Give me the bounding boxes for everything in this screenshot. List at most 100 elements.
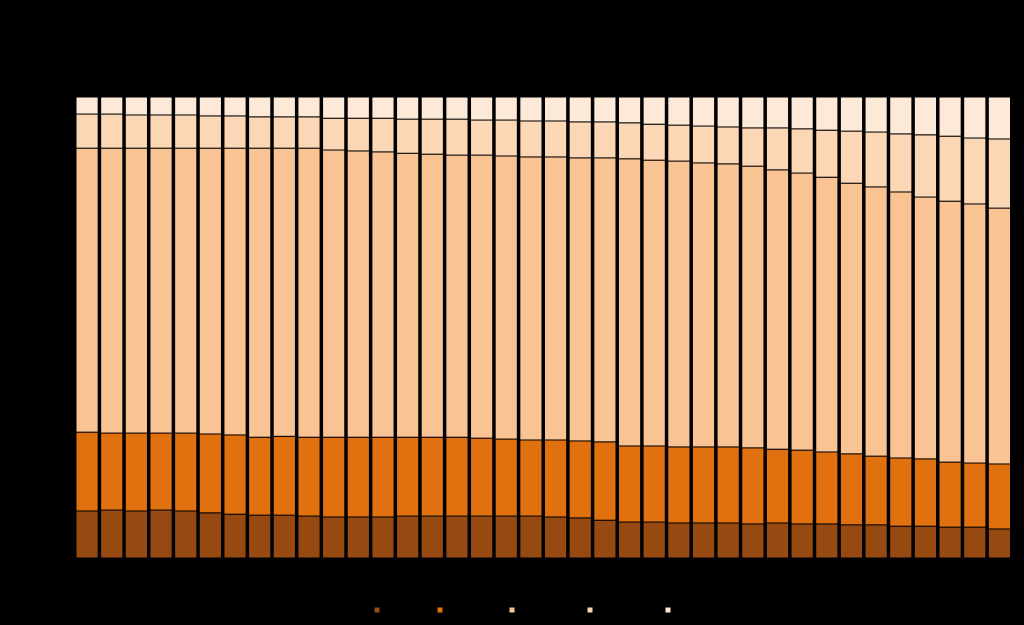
bar-segment bbox=[593, 441, 617, 521]
bar-segment bbox=[346, 117, 370, 152]
bar-segment bbox=[839, 182, 864, 455]
bar-segment bbox=[716, 163, 740, 448]
bar-segment bbox=[765, 522, 790, 559]
bar-segment bbox=[149, 96, 173, 116]
bar-segment bbox=[913, 525, 938, 559]
bar-segment bbox=[100, 113, 124, 149]
bar-segment bbox=[174, 114, 198, 149]
bar-segment bbox=[272, 435, 296, 516]
bar-segment bbox=[593, 121, 617, 159]
bar-segment bbox=[396, 515, 420, 559]
bar-segment bbox=[75, 113, 99, 149]
bar-segment bbox=[790, 172, 814, 451]
legend-marker bbox=[374, 607, 380, 613]
bar-segment bbox=[963, 96, 987, 139]
bar-segment bbox=[741, 96, 765, 129]
bar-segment bbox=[223, 115, 247, 149]
bar-segment bbox=[938, 200, 962, 463]
bar-segment bbox=[864, 131, 888, 188]
bar-segment bbox=[445, 154, 469, 438]
bar-segment bbox=[322, 516, 346, 559]
bar-segment bbox=[198, 115, 222, 149]
bar-segment bbox=[593, 519, 617, 559]
bar-segment bbox=[617, 521, 642, 559]
bar-segment bbox=[297, 436, 321, 517]
bar-segment bbox=[396, 96, 420, 120]
bar-segment bbox=[544, 96, 568, 122]
bar-segment bbox=[124, 432, 148, 512]
bar-segment bbox=[889, 457, 913, 527]
bar-segment bbox=[75, 96, 99, 115]
bar-segment bbox=[445, 118, 469, 156]
bar-segment bbox=[987, 96, 1011, 140]
bar-segment bbox=[371, 436, 395, 518]
bar-segment bbox=[149, 114, 173, 149]
bar-segment bbox=[839, 524, 864, 559]
bar-segment bbox=[987, 463, 1011, 530]
bar-segment bbox=[790, 96, 814, 130]
bar-segment bbox=[667, 160, 691, 448]
bar-segment bbox=[544, 156, 568, 441]
bar-segment bbox=[642, 159, 666, 447]
bar-segment bbox=[519, 96, 543, 122]
bar-segment bbox=[198, 96, 222, 117]
bar-segment bbox=[420, 515, 444, 559]
bar-segment bbox=[420, 96, 444, 120]
bar-segment bbox=[765, 169, 790, 450]
bar-segment bbox=[938, 461, 962, 528]
bar-segment bbox=[913, 196, 938, 460]
bar-segment bbox=[100, 96, 124, 115]
bar-segment bbox=[716, 522, 740, 559]
bar-segment bbox=[297, 147, 321, 438]
bar-segment bbox=[519, 515, 543, 559]
bar-segment bbox=[297, 116, 321, 149]
bar-segment bbox=[667, 522, 691, 559]
bar-segment bbox=[741, 165, 765, 449]
bar-segment bbox=[765, 448, 790, 524]
bar-segment bbox=[963, 526, 987, 559]
bar-segment bbox=[420, 436, 444, 517]
bar-segment bbox=[198, 433, 222, 514]
bar-segment bbox=[445, 436, 469, 517]
bar-segment bbox=[223, 96, 247, 117]
bar-segment bbox=[667, 124, 691, 162]
bar-segment bbox=[322, 96, 346, 119]
bar-segment bbox=[272, 147, 296, 437]
bar-segment bbox=[938, 135, 962, 202]
bar-segment bbox=[544, 439, 568, 518]
bar-segment bbox=[765, 127, 790, 171]
legend-marker bbox=[437, 607, 443, 613]
bar-segment bbox=[568, 517, 592, 559]
bar-segment bbox=[593, 96, 617, 123]
bar-segment bbox=[593, 157, 617, 443]
bar-segment bbox=[667, 446, 691, 524]
bar-segment bbox=[568, 157, 592, 442]
bar-segment bbox=[642, 445, 666, 523]
bar-segment bbox=[494, 155, 518, 440]
bar-segment bbox=[839, 130, 864, 184]
bar-segment bbox=[346, 436, 370, 518]
bar-segment bbox=[149, 509, 173, 559]
bar-segment bbox=[297, 96, 321, 118]
bar-segment bbox=[322, 117, 346, 151]
bar-segment bbox=[322, 149, 346, 438]
bar-segment bbox=[396, 118, 420, 154]
bar-segment bbox=[470, 154, 494, 439]
bar-segment bbox=[839, 453, 864, 526]
bar-segment bbox=[371, 151, 395, 438]
bar-segment bbox=[174, 96, 198, 116]
bar-segment bbox=[272, 514, 296, 559]
bar-segment bbox=[174, 147, 198, 434]
bar-segment bbox=[272, 96, 296, 118]
bar-segment bbox=[470, 96, 494, 121]
bar-segment bbox=[568, 440, 592, 519]
bar-segment bbox=[815, 129, 839, 178]
bar-segment bbox=[617, 96, 642, 124]
bar-segment bbox=[642, 123, 666, 161]
bar-segment bbox=[248, 436, 272, 516]
bar-segment bbox=[815, 451, 839, 525]
bar-segment bbox=[716, 96, 740, 128]
legend-marker bbox=[509, 607, 515, 613]
